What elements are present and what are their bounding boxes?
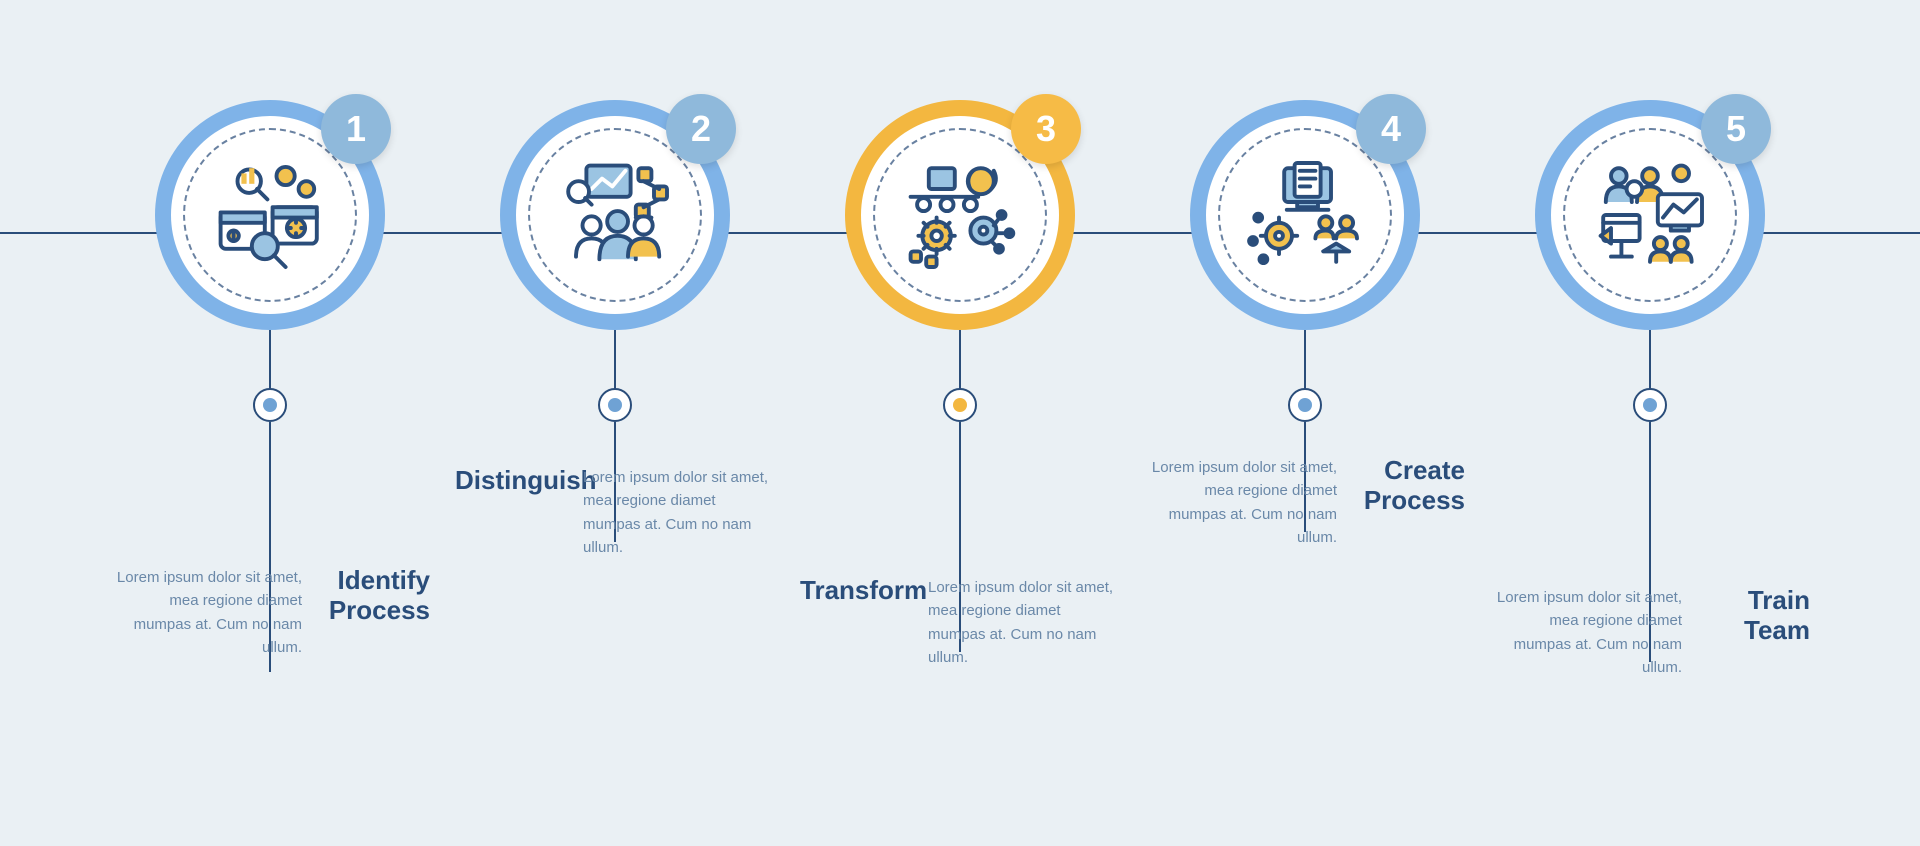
step-3-node-dot (953, 398, 967, 412)
step-4-text: Create Process Lorem ipsum dolor sit ame… (1145, 456, 1465, 549)
step-3-number: 3 (1036, 108, 1056, 150)
step-1-number: 1 (346, 108, 366, 150)
transform-icon (895, 150, 1025, 280)
step-5-node (1633, 388, 1667, 422)
step-5-body: Lorem ipsum dolor sit amet, mea regione … (1490, 586, 1682, 679)
step-1-badge: 1 (321, 94, 391, 164)
step-5-badge: 5 (1701, 94, 1771, 164)
step-4-node (1288, 388, 1322, 422)
step-2-node-dot (608, 398, 622, 412)
identify-process-icon (205, 150, 335, 280)
step-1-text: Identify Process Lorem ipsum dolor sit a… (110, 566, 430, 659)
step-2-circle: 2 (500, 100, 730, 330)
step-5-circle: 5 (1535, 100, 1765, 330)
step-3: 3 Transform Lorem ipsum dolor sit amet, … (810, 100, 1110, 672)
step-4-node-dot (1298, 398, 1312, 412)
step-3-node (943, 388, 977, 422)
create-process-icon (1240, 150, 1370, 280)
step-2-node (598, 388, 632, 422)
step-1-connector-top (269, 330, 271, 390)
step-3-text: Transform Lorem ipsum dolor sit amet, me… (800, 576, 1120, 669)
step-2-connector-top (614, 330, 616, 390)
step-3-connector-top (959, 330, 961, 390)
step-2-badge: 2 (666, 94, 736, 164)
step-1: 1 Identify Process Lorem ipsum dolor sit… (120, 100, 420, 672)
step-4-body: Lorem ipsum dolor sit amet, mea regione … (1145, 456, 1337, 549)
step-2-text: Distinguish Lorem ipsum dolor sit amet, … (455, 466, 775, 559)
step-5: 5 Train Team Lorem ipsum dolor sit amet,… (1500, 100, 1800, 672)
distinguish-icon (550, 150, 680, 280)
step-5-title: Train Team (1700, 586, 1810, 679)
step-1-body: Lorem ipsum dolor sit amet, mea regione … (110, 566, 302, 659)
step-4-connector-top (1304, 330, 1306, 390)
step-1-node (253, 388, 287, 422)
step-5-connector-top (1649, 330, 1651, 390)
step-2-body: Lorem ipsum dolor sit amet, mea regione … (583, 466, 775, 559)
step-5-number: 5 (1726, 108, 1746, 150)
step-1-node-dot (263, 398, 277, 412)
step-3-circle: 3 (845, 100, 1075, 330)
step-4-circle: 4 (1190, 100, 1420, 330)
step-5-node-dot (1643, 398, 1657, 412)
train-team-icon (1585, 150, 1715, 280)
step-4-title: Create Process (1355, 456, 1465, 549)
step-2-title: Distinguish (455, 466, 565, 559)
step-1-title: Identify Process (320, 566, 430, 659)
step-2: 2 Distinguish Lorem ipsum dolor sit amet… (465, 100, 765, 672)
step-4-badge: 4 (1356, 94, 1426, 164)
step-3-body: Lorem ipsum dolor sit amet, mea regione … (928, 576, 1120, 669)
step-1-circle: 1 (155, 100, 385, 330)
step-2-number: 2 (691, 108, 711, 150)
step-4: 4 Create Process Lorem ipsum dolor sit a… (1155, 100, 1455, 672)
step-3-badge: 3 (1011, 94, 1081, 164)
step-3-title: Transform (800, 576, 910, 669)
steps-row: 1 Identify Process Lorem ipsum dolor sit… (120, 100, 1800, 672)
step-4-number: 4 (1381, 108, 1401, 150)
step-5-text: Train Team Lorem ipsum dolor sit amet, m… (1490, 586, 1810, 679)
